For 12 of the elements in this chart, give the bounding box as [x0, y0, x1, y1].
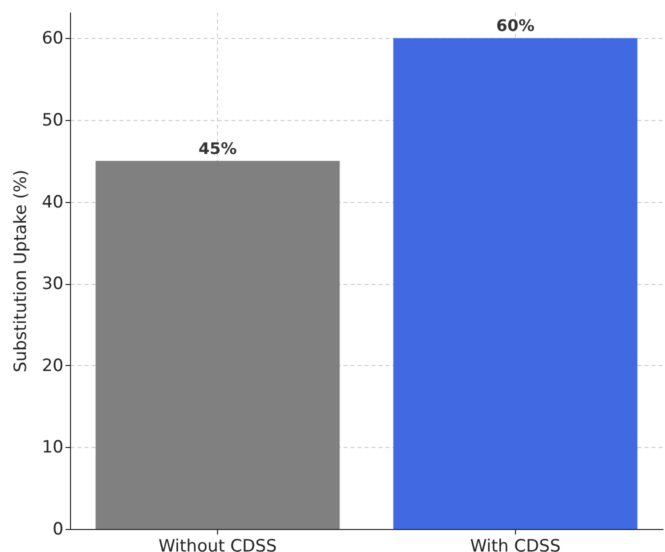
y-tick-label: 60	[42, 28, 64, 49]
data-label: 60%	[496, 16, 534, 36]
y-tick-label: 30	[42, 274, 64, 294]
y-tick-label: 40	[42, 192, 64, 212]
y-tick-label: 0	[52, 520, 64, 540]
y-tick-label: 20	[42, 356, 64, 376]
x-tick-label: With CDSS	[470, 536, 561, 552]
x-tick-label: Without CDSS	[158, 536, 277, 552]
y-axis-title: Substitution Uptake (%)	[10, 170, 31, 372]
y-tick-label: 50	[42, 110, 64, 130]
y-tick-label: 10	[42, 438, 64, 458]
data-label: 45%	[198, 138, 237, 158]
